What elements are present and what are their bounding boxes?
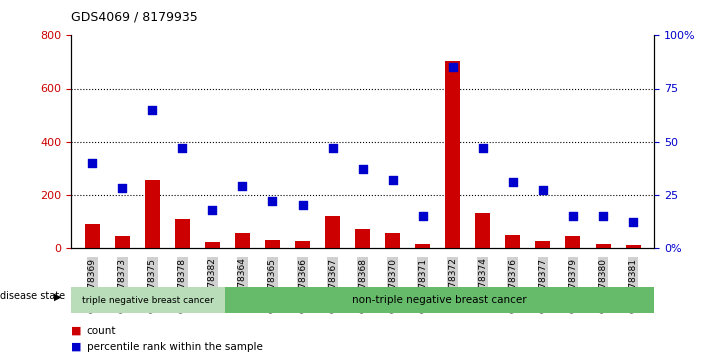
Bar [445,61,460,248]
Point [447,64,459,70]
Point [627,219,638,225]
Text: ▶: ▶ [54,291,62,302]
Bar [596,244,611,248]
Point [87,160,98,166]
Bar [205,242,220,248]
Point [176,145,188,151]
Point [597,213,609,219]
Point [507,179,518,185]
Bar [385,233,400,248]
Text: ■: ■ [71,342,82,352]
Point [567,213,579,219]
Bar [535,241,550,248]
Point [327,145,338,151]
Text: count: count [87,326,116,336]
Bar [325,216,340,248]
Point [267,198,278,204]
Point [237,183,248,189]
Point [117,185,128,191]
Bar [145,180,160,248]
Bar [295,241,310,248]
Text: disease state: disease state [0,291,65,302]
Point [417,213,429,219]
Bar [565,236,580,248]
Point [296,202,308,208]
Text: percentile rank within the sample: percentile rank within the sample [87,342,262,352]
Point [477,145,488,151]
Text: GDS4069 / 8179935: GDS4069 / 8179935 [71,11,198,24]
Point [387,177,398,183]
Bar [415,244,430,248]
Bar [85,224,100,248]
Bar [235,233,250,248]
Bar [506,235,520,248]
Bar [355,229,370,248]
Bar [114,236,129,248]
Bar [265,240,280,248]
Point [146,107,158,113]
Point [357,166,368,172]
Text: non-triple negative breast cancer: non-triple negative breast cancer [352,295,527,305]
Bar [476,213,491,248]
Bar [626,245,641,248]
Text: triple negative breast cancer: triple negative breast cancer [82,296,214,304]
Bar [175,218,190,248]
Point [207,207,218,212]
Point [538,188,549,193]
Text: ■: ■ [71,326,82,336]
